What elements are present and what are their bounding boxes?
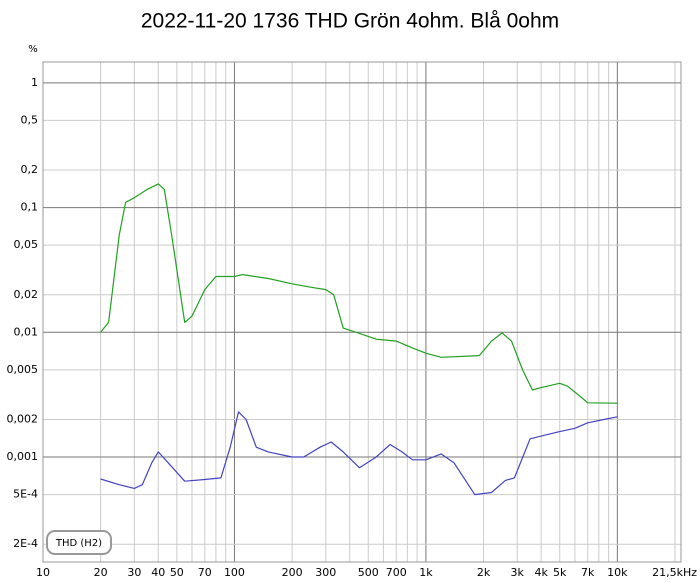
x-tick-label: 700 [386, 566, 407, 579]
series-line [100, 183, 618, 404]
x-tick-label: 7k [581, 566, 595, 579]
x-tick-label: 5k [553, 566, 567, 579]
chart-title: 2022-11-20 1736 THD Grön 4ohm. Blå 0ohm [141, 10, 559, 33]
x-tick-label: 2k [477, 566, 491, 579]
x-tick-label: 10k [607, 566, 628, 579]
x-tick-label: 500 [358, 566, 379, 579]
y-tick-label: 0,2 [21, 163, 39, 176]
x-tick-label: 20 [94, 566, 108, 579]
x-tick-label: 21,5kHz [652, 566, 697, 579]
x-tick-label: 200 [282, 566, 303, 579]
x-tick-label: 10 [36, 566, 50, 579]
x-tick-label: 3k [511, 566, 525, 579]
x-tick-label: 50 [170, 566, 184, 579]
y-tick-label: 0,5 [21, 113, 39, 126]
x-tick-label: 1k [419, 566, 433, 579]
legend-label: THD (H2) [55, 538, 102, 549]
y-tick-label: 0,005 [7, 363, 39, 376]
y-tick-label: 0,1 [21, 201, 39, 214]
x-tick-label: 300 [315, 566, 336, 579]
x-tick-label: 4k [534, 566, 548, 579]
y-tick-label: 2E-4 [13, 537, 38, 550]
y-tick-label: 0,05 [14, 238, 39, 251]
y-tick-label: 5E-4 [13, 488, 38, 501]
y-unit: % [28, 44, 38, 55]
x-tick-label: 40 [151, 566, 165, 579]
series-line [100, 411, 618, 496]
grid [42, 62, 682, 562]
y-tick-label: 0,02 [14, 288, 39, 301]
x-tick-label: 30 [127, 566, 141, 579]
x-tick-label: 100 [224, 566, 245, 579]
lines [100, 183, 618, 496]
y-tick-label: 1 [31, 76, 38, 89]
y-tick-label: 0,001 [7, 450, 39, 463]
legend-box [46, 530, 112, 555]
y-tick-label: 0,002 [7, 412, 39, 425]
x-tick-label: 70 [198, 566, 212, 579]
plot-frame [42, 61, 682, 563]
y-tick-label: 0,01 [14, 325, 39, 338]
